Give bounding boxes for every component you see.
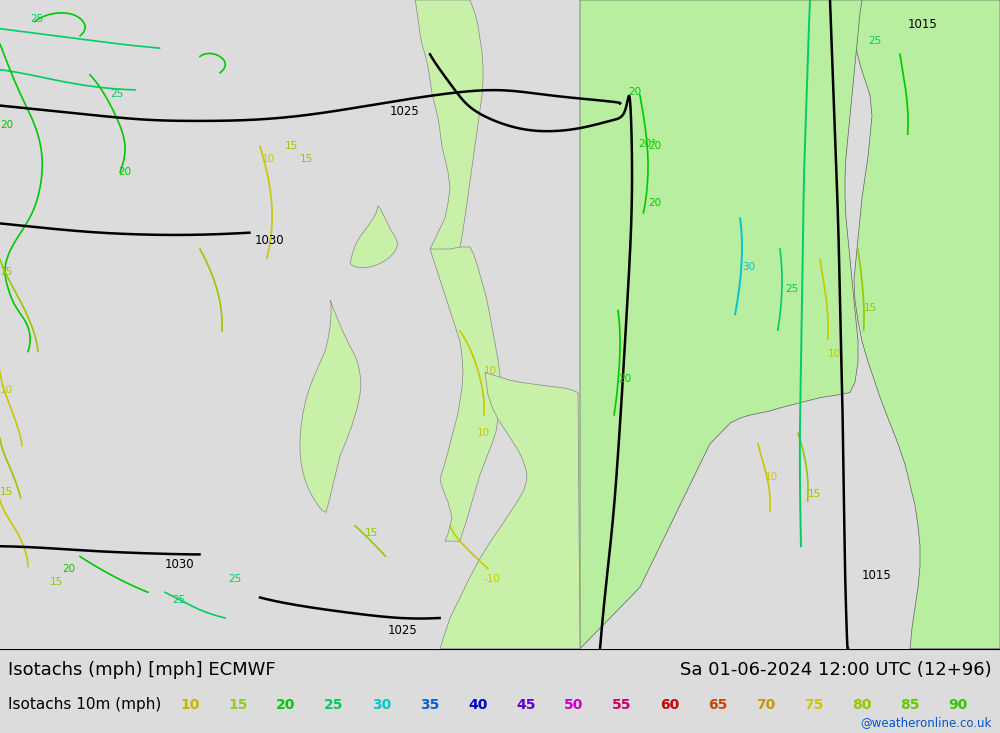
Text: 15: 15 xyxy=(0,267,13,276)
Polygon shape xyxy=(415,0,483,257)
Text: 10: 10 xyxy=(484,366,497,376)
Text: 10: 10 xyxy=(477,427,490,438)
Text: 45: 45 xyxy=(516,698,536,712)
Text: 75: 75 xyxy=(804,698,824,712)
Text: 1025: 1025 xyxy=(388,624,418,637)
Polygon shape xyxy=(350,206,398,268)
Text: 20: 20 xyxy=(0,120,13,130)
Text: 20: 20 xyxy=(648,198,661,208)
Text: 15: 15 xyxy=(228,698,248,712)
Text: 20: 20 xyxy=(648,141,661,150)
Text: 25: 25 xyxy=(30,13,43,23)
Text: 25: 25 xyxy=(228,574,241,584)
Text: Isotachs 10m (mph): Isotachs 10m (mph) xyxy=(8,697,161,712)
Text: 10: 10 xyxy=(828,349,841,358)
Text: 10: 10 xyxy=(180,698,200,712)
Polygon shape xyxy=(440,372,580,649)
Text: 30: 30 xyxy=(742,262,755,271)
Text: 80: 80 xyxy=(852,698,872,712)
Text: 1015: 1015 xyxy=(908,18,938,31)
Text: 1025: 1025 xyxy=(390,106,420,118)
Text: -10: -10 xyxy=(484,574,501,584)
Text: 15: 15 xyxy=(285,141,298,150)
Text: 20: 20 xyxy=(62,564,75,574)
Text: Sa 01-06-2024 12:00 UTC (12+96): Sa 01-06-2024 12:00 UTC (12+96) xyxy=(680,660,992,679)
Text: 60: 60 xyxy=(660,698,680,712)
Text: 15: 15 xyxy=(50,577,63,587)
Text: 85: 85 xyxy=(900,698,920,712)
Text: @weatheronline.co.uk: @weatheronline.co.uk xyxy=(861,716,992,729)
Text: 25: 25 xyxy=(172,594,185,605)
Text: 90: 90 xyxy=(948,698,968,712)
Text: 55: 55 xyxy=(612,698,632,712)
Text: 20°: 20° xyxy=(638,139,656,149)
Text: 1030: 1030 xyxy=(255,235,285,247)
Polygon shape xyxy=(430,247,501,541)
Text: 70: 70 xyxy=(756,698,776,712)
Text: 30: 30 xyxy=(372,698,392,712)
Polygon shape xyxy=(580,0,862,649)
Polygon shape xyxy=(840,0,1000,649)
Text: 10: 10 xyxy=(765,471,778,482)
Text: 15: 15 xyxy=(864,303,877,312)
Text: 10: 10 xyxy=(0,385,13,394)
Text: 15: 15 xyxy=(365,528,378,538)
Text: 40: 40 xyxy=(468,698,488,712)
Text: Isotachs (mph) [mph] ECMWF: Isotachs (mph) [mph] ECMWF xyxy=(8,660,276,679)
Text: 20: 20 xyxy=(276,698,296,712)
Text: 1015: 1015 xyxy=(862,569,892,582)
Text: 25: 25 xyxy=(110,89,123,100)
Text: 10: 10 xyxy=(262,154,275,164)
Text: 65: 65 xyxy=(708,698,728,712)
Text: 20: 20 xyxy=(118,167,131,177)
Polygon shape xyxy=(300,301,361,512)
Text: 1030: 1030 xyxy=(165,558,195,571)
Text: 25: 25 xyxy=(868,36,881,46)
Text: 20: 20 xyxy=(618,375,631,384)
Text: 35: 35 xyxy=(420,698,440,712)
Text: 25: 25 xyxy=(785,284,798,294)
Text: 50: 50 xyxy=(564,698,584,712)
Text: 25: 25 xyxy=(324,698,344,712)
Text: 15: 15 xyxy=(808,489,821,499)
Text: 15: 15 xyxy=(0,487,13,497)
Text: 20: 20 xyxy=(628,87,641,97)
Text: 15: 15 xyxy=(300,154,313,164)
